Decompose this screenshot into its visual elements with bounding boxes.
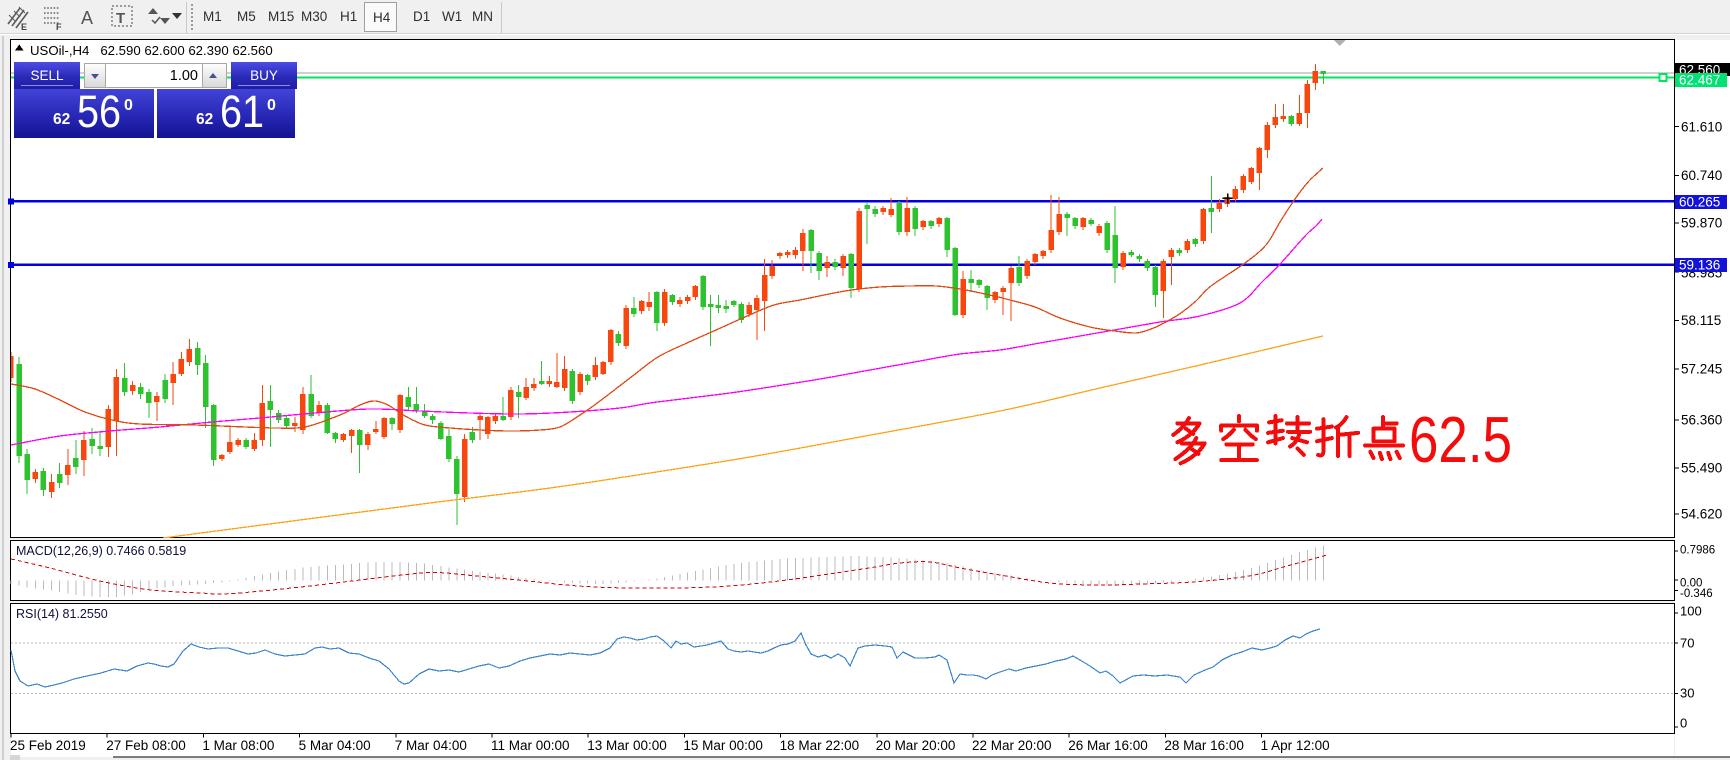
svg-text:22 Mar 20:00: 22 Mar 20:00: [972, 738, 1052, 753]
svg-text:0: 0: [1680, 716, 1687, 731]
svg-text:59.870: 59.870: [1681, 216, 1722, 231]
svg-text:57.245: 57.245: [1681, 362, 1722, 377]
svg-text:25 Feb 2019: 25 Feb 2019: [10, 738, 86, 753]
svg-text:60.740: 60.740: [1681, 168, 1722, 183]
svg-text:MACD(12,26,9) 0.7466 0.5819: MACD(12,26,9) 0.7466 0.5819: [16, 544, 186, 558]
svg-text:27 Feb 08:00: 27 Feb 08:00: [106, 738, 186, 753]
svg-text:RSI(14) 81.2550: RSI(14) 81.2550: [16, 607, 108, 621]
svg-text:56.360: 56.360: [1681, 413, 1722, 428]
svg-text:59.136: 59.136: [1679, 257, 1720, 272]
svg-text:13 Mar 00:00: 13 Mar 00:00: [587, 738, 667, 753]
svg-text:55.490: 55.490: [1681, 461, 1722, 476]
svg-text:20 Mar 20:00: 20 Mar 20:00: [876, 738, 956, 753]
svg-text:F: F: [56, 22, 62, 32]
svg-text:100: 100: [1680, 604, 1702, 619]
svg-text:26 Mar 16:00: 26 Mar 16:00: [1068, 738, 1148, 753]
svg-text:62.467: 62.467: [1679, 73, 1720, 88]
svg-text:5 Mar 04:00: 5 Mar 04:00: [299, 738, 371, 753]
svg-text:0.00: 0.00: [1680, 578, 1702, 590]
svg-text:-0.346: -0.346: [1680, 588, 1713, 600]
svg-text:60.265: 60.265: [1679, 194, 1720, 209]
svg-text:58.115: 58.115: [1681, 313, 1721, 328]
svg-text:62.5: 62.5: [1409, 403, 1512, 476]
svg-text:T: T: [116, 10, 125, 27]
svg-text:70: 70: [1680, 636, 1694, 651]
svg-text:USOil-,H4 62.590 62.600 62.3: USOil-,H4 62.590 62.600 62.390 62.560: [30, 43, 273, 58]
svg-text:54.620: 54.620: [1681, 507, 1722, 522]
svg-text:11 Mar 00:00: 11 Mar 00:00: [491, 738, 570, 753]
svg-text:1 Apr 12:00: 1 Apr 12:00: [1261, 738, 1330, 753]
svg-text:28 Mar 16:00: 28 Mar 16:00: [1164, 738, 1244, 753]
svg-text:E: E: [21, 22, 27, 32]
svg-text:0.7986: 0.7986: [1680, 545, 1715, 557]
svg-text:61.610: 61.610: [1681, 119, 1722, 134]
svg-text:7 Mar 04:00: 7 Mar 04:00: [395, 738, 467, 753]
svg-text:30: 30: [1680, 686, 1694, 701]
svg-text:15 Mar 00:00: 15 Mar 00:00: [683, 738, 763, 753]
svg-text:1 Mar 08:00: 1 Mar 08:00: [202, 738, 274, 753]
svg-text:A: A: [81, 8, 93, 28]
svg-text:18 Mar 22:00: 18 Mar 22:00: [780, 738, 860, 753]
